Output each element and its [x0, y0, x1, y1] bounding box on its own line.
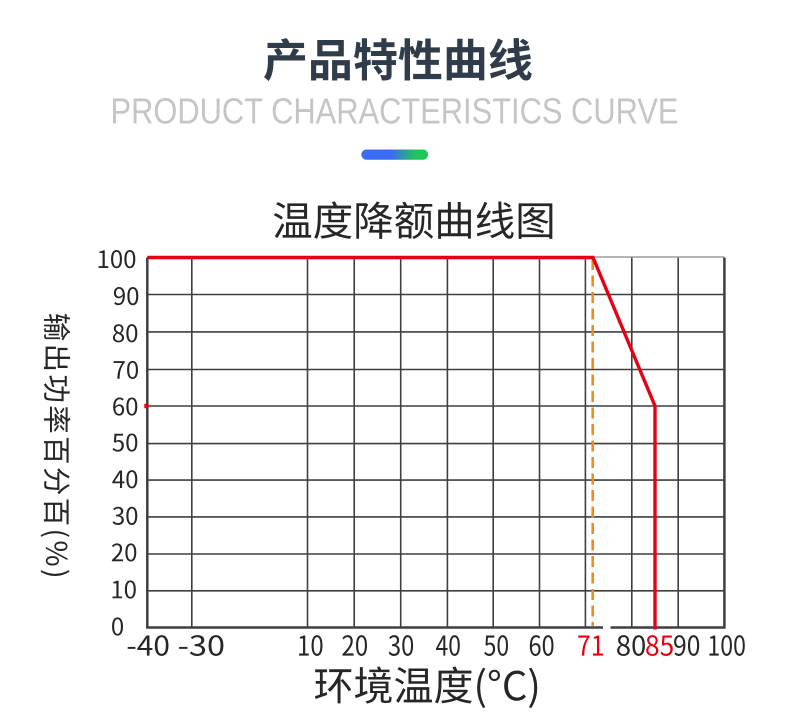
- svg-text:PRODUCT CHARACTERISTICS CURVE: PRODUCT CHARACTERISTICS CURVE: [111, 91, 679, 132]
